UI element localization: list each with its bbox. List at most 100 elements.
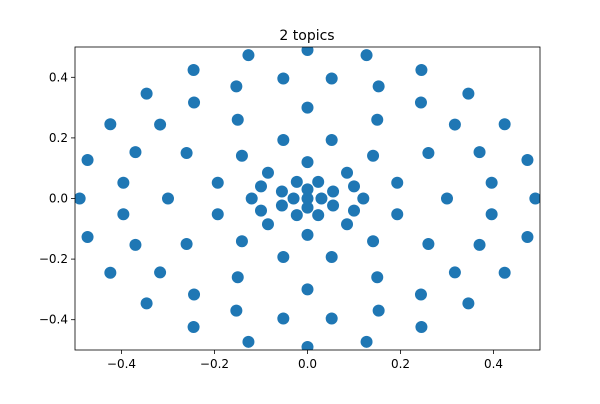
point [211,176,224,189]
point [255,180,267,193]
point [498,266,511,279]
point [277,250,290,263]
point [301,228,314,241]
point [301,340,314,350]
chart-title: 2 topics [279,28,334,44]
point [315,192,328,205]
y-tick-label: −0.4 [39,313,68,327]
point [154,266,167,279]
point [341,166,354,179]
point [180,237,193,250]
point [255,204,267,217]
point [462,87,475,100]
point [235,235,248,248]
point [485,176,498,189]
point [187,320,200,333]
point [301,101,314,114]
point [230,304,243,317]
point [301,47,314,57]
point [414,96,427,109]
point [341,218,354,231]
point [180,147,193,160]
point [230,80,243,93]
point [277,72,290,85]
point [117,208,130,221]
point [415,64,428,77]
y-tick-label: 0.4 [49,70,68,84]
point [360,49,373,62]
point [117,176,130,189]
point [371,271,384,284]
point [140,87,153,100]
point [325,134,338,147]
point [485,208,498,221]
point [325,72,338,85]
x-tick-label: 0.2 [391,357,410,371]
point [422,147,435,160]
point [188,288,201,301]
point [312,175,325,188]
point [448,118,461,131]
x-tick-label: 0.4 [484,357,503,371]
point [81,230,94,243]
point [529,192,540,205]
point [348,180,360,193]
point [277,312,290,325]
point [162,192,174,205]
point [75,192,86,205]
point [211,208,224,221]
point [521,154,534,167]
point [81,154,94,167]
point [473,146,486,159]
point [367,149,380,162]
point [261,166,274,179]
point [261,218,274,231]
plot-area [75,47,540,350]
point [301,201,314,214]
y-tick-label: −0.2 [39,252,68,266]
x-tick-label: −0.4 [107,357,136,371]
x-tick-label: 0.0 [298,357,317,371]
point [231,271,244,284]
point [301,156,314,169]
point [312,209,325,222]
point [290,209,303,222]
point [301,183,314,196]
point [301,192,314,205]
x-tick-label: −0.2 [200,357,229,371]
point [129,146,142,159]
point [275,199,288,212]
point [242,335,255,348]
point [290,175,303,188]
point [415,320,428,333]
point [391,176,404,189]
point [104,118,117,131]
point [129,238,142,251]
point [414,288,427,301]
point [360,335,373,348]
point [327,185,340,198]
point [357,192,370,205]
point [140,297,153,310]
point [441,192,453,205]
point [473,238,486,251]
point [448,266,461,279]
point [521,230,534,243]
point [422,237,435,250]
point [231,113,244,126]
point [325,250,338,263]
y-tick-label: 0.0 [49,192,68,206]
point [348,204,360,217]
point [188,96,201,109]
point [372,80,385,93]
point [277,134,290,147]
point [301,283,314,296]
point [235,149,248,162]
point [245,192,258,205]
point [371,113,384,126]
point [327,199,340,212]
point [287,192,300,205]
point [367,235,380,248]
